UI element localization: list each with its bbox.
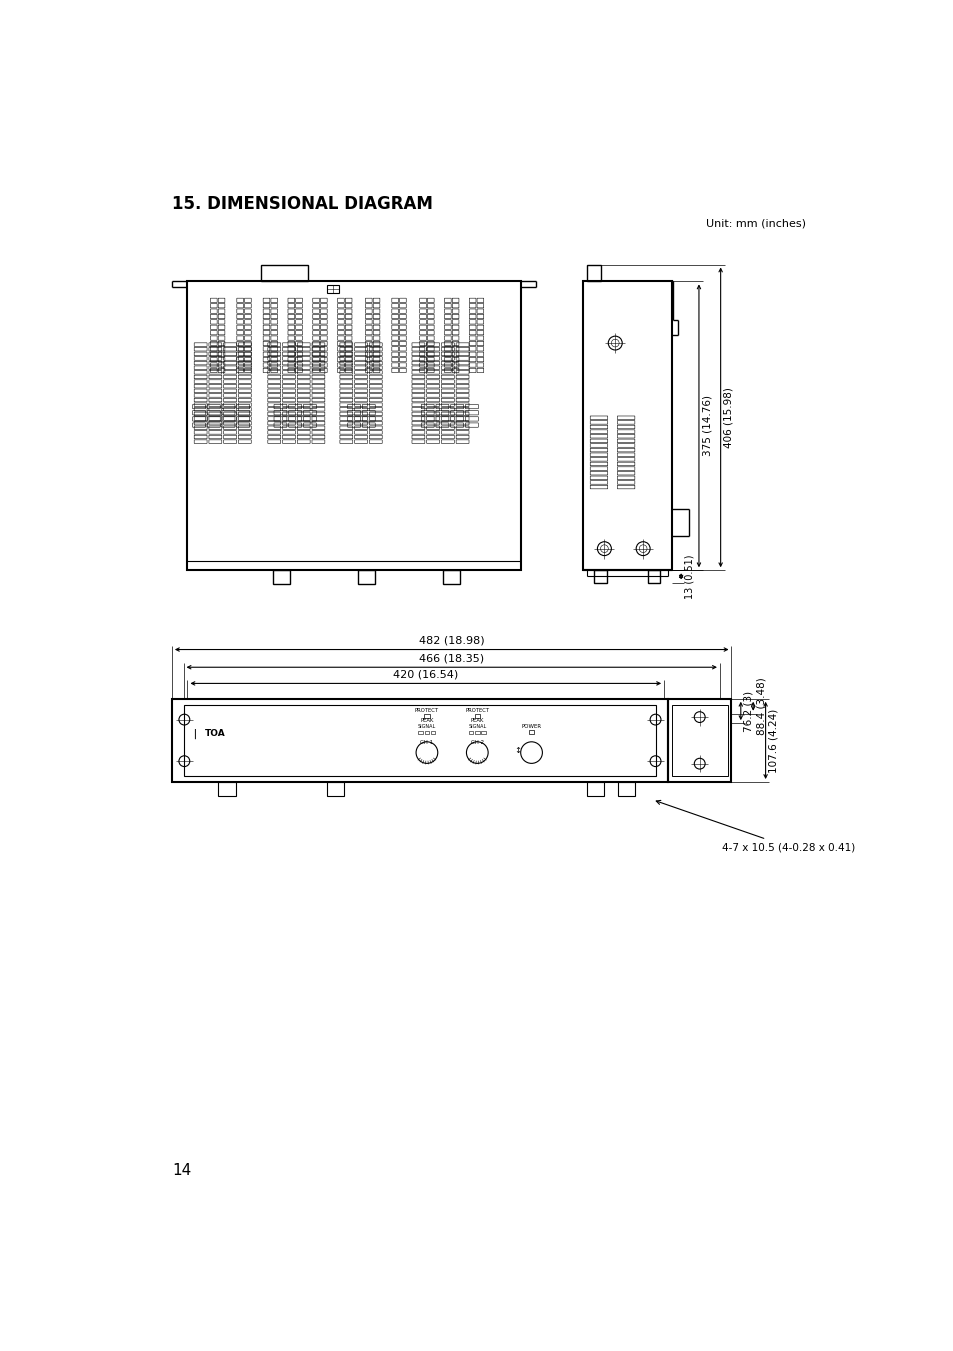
Text: ▏: ▏: [193, 728, 201, 739]
Bar: [480, 731, 485, 734]
Text: 14: 14: [172, 1163, 191, 1178]
Bar: [474, 715, 479, 717]
Text: 4-7 x 10.5 (4-0.28 x 0.41): 4-7 x 10.5 (4-0.28 x 0.41): [656, 800, 855, 852]
Bar: [528, 731, 534, 734]
Bar: [357, 570, 375, 584]
Text: 15. DIMENSIONAL DIAGRAM: 15. DIMENSIONAL DIAGRAM: [172, 196, 433, 213]
Bar: [172, 698, 667, 782]
Bar: [327, 285, 339, 293]
Bar: [424, 715, 429, 717]
Bar: [586, 782, 603, 796]
Text: 482 (18.98): 482 (18.98): [418, 636, 484, 646]
Bar: [424, 731, 429, 734]
Bar: [582, 281, 671, 570]
Bar: [443, 570, 459, 584]
Bar: [418, 731, 422, 734]
Bar: [671, 705, 727, 775]
Text: 76.2 (3): 76.2 (3): [743, 690, 753, 731]
Bar: [431, 731, 435, 734]
Bar: [327, 782, 344, 796]
Text: ↕: ↕: [514, 746, 520, 755]
Bar: [261, 265, 307, 281]
Text: POWER: POWER: [521, 724, 541, 728]
Bar: [617, 782, 634, 796]
Text: CH 2: CH 2: [470, 740, 483, 746]
Text: 466 (18.35): 466 (18.35): [418, 654, 484, 663]
Bar: [218, 782, 235, 796]
Bar: [647, 570, 659, 582]
Text: 406 (15.98): 406 (15.98): [723, 386, 733, 447]
Text: SIGNAL: SIGNAL: [417, 724, 436, 728]
Text: CH 1: CH 1: [420, 740, 433, 746]
Text: SIGNAL: SIGNAL: [468, 724, 486, 728]
Text: TOA: TOA: [204, 730, 225, 738]
Bar: [273, 570, 290, 584]
Bar: [187, 281, 520, 570]
Text: Unit: mm (inches): Unit: mm (inches): [705, 219, 805, 228]
Bar: [475, 731, 479, 734]
Bar: [586, 265, 599, 281]
Bar: [468, 731, 473, 734]
Text: PEAK: PEAK: [420, 719, 434, 723]
Text: 420 (16.54): 420 (16.54): [393, 670, 457, 680]
Text: 375 (14.76): 375 (14.76): [701, 396, 711, 457]
Text: PEAK: PEAK: [470, 719, 483, 723]
Text: PROTECT: PROTECT: [415, 708, 438, 712]
Bar: [667, 698, 731, 782]
Text: 107.6 (4.24): 107.6 (4.24): [768, 708, 778, 773]
Text: 88.4 (3.48): 88.4 (3.48): [756, 677, 765, 735]
Bar: [183, 705, 656, 775]
Text: 13 (0.51): 13 (0.51): [683, 554, 694, 598]
Bar: [594, 570, 606, 582]
Text: PROTECT: PROTECT: [465, 708, 489, 712]
